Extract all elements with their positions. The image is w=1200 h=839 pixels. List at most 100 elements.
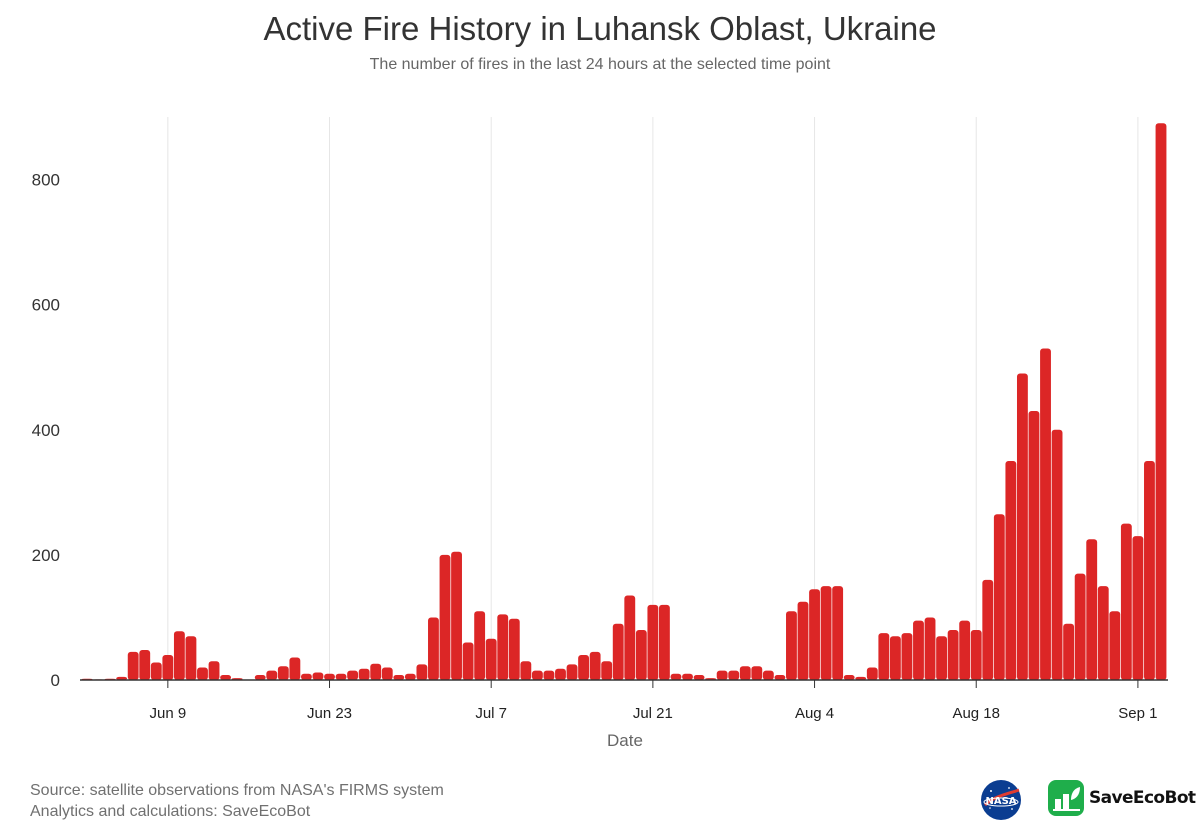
fire-bar bbox=[381, 667, 393, 680]
fire-bar bbox=[1132, 536, 1144, 680]
fire-bar bbox=[531, 670, 543, 680]
fire-bar bbox=[173, 631, 185, 680]
fire-bar bbox=[866, 667, 878, 680]
y-tick-label: 600 bbox=[32, 296, 60, 315]
fire-bar bbox=[1097, 586, 1109, 680]
fire-bar bbox=[312, 672, 324, 680]
fire-bar bbox=[635, 629, 647, 680]
fire-bar bbox=[693, 674, 705, 680]
fire-bar bbox=[277, 666, 289, 680]
nasa-logo-text: NASA bbox=[985, 796, 1016, 807]
chart-subtitle: The number of fires in the last 24 hours… bbox=[369, 56, 831, 73]
x-axis-title: Date bbox=[607, 731, 643, 750]
fire-bar bbox=[358, 668, 370, 680]
fire-bar bbox=[555, 668, 566, 680]
source-line: Source: satellite observations from NASA… bbox=[30, 782, 444, 799]
y-tick-label: 800 bbox=[32, 171, 60, 190]
fire-bar bbox=[1016, 373, 1028, 680]
fire-bar bbox=[624, 595, 636, 680]
fire-bar bbox=[809, 589, 820, 680]
saveecobot-name: SaveEcoBot bbox=[1089, 788, 1196, 808]
bar-layer bbox=[81, 123, 1167, 681]
fire-bar bbox=[936, 636, 948, 680]
source-note: Source: satellite observations from NASA… bbox=[30, 780, 444, 822]
fire-bar bbox=[1155, 123, 1167, 680]
fire-bar bbox=[1063, 623, 1075, 680]
nasa-logo-icon: NASA bbox=[981, 780, 1021, 820]
fire-bar bbox=[889, 636, 901, 680]
fire-bar bbox=[589, 651, 601, 680]
fire-bar bbox=[139, 649, 151, 680]
fire-bar bbox=[1120, 523, 1132, 680]
fire-bar bbox=[497, 614, 509, 680]
fire-bar bbox=[220, 674, 232, 680]
x-tick-label: Sep 1 bbox=[1118, 705, 1157, 722]
fire-bar bbox=[428, 617, 439, 680]
fire-bar bbox=[370, 663, 382, 680]
fire-bar bbox=[1109, 611, 1121, 680]
fire-bar bbox=[751, 666, 763, 680]
fire-bar bbox=[843, 674, 855, 680]
fire-bar bbox=[658, 604, 670, 680]
axis-layer: Jun 9 Jun 23 Jul 7 Jul 21 Aug 4 Aug 18 Sep 1 0 2… bbox=[32, 171, 1168, 750]
y-tick-label: 400 bbox=[32, 421, 60, 440]
fire-bar bbox=[393, 674, 405, 680]
fire-bar bbox=[1144, 461, 1155, 680]
fire-bar bbox=[335, 673, 347, 680]
fire-bar bbox=[116, 676, 128, 680]
fire-bar bbox=[543, 670, 555, 680]
fire-bar bbox=[786, 611, 797, 680]
fire-bar bbox=[347, 670, 359, 680]
fire-bar bbox=[162, 654, 174, 680]
fire-bar bbox=[670, 673, 682, 680]
fire-bar bbox=[1040, 348, 1051, 680]
fire-bar bbox=[197, 667, 208, 680]
x-tick-label: Jun 9 bbox=[149, 705, 186, 722]
fire-bar bbox=[289, 657, 301, 680]
fire-bar bbox=[300, 673, 312, 680]
fire-bar bbox=[254, 674, 266, 680]
fire-bar bbox=[739, 666, 751, 680]
fire-bar bbox=[947, 629, 959, 680]
fire-bar bbox=[150, 662, 162, 680]
fire-bar bbox=[1086, 539, 1098, 680]
fire-bar bbox=[959, 620, 971, 680]
fire-bar bbox=[1005, 461, 1017, 680]
fire-bar bbox=[762, 670, 774, 680]
fire-bar bbox=[797, 601, 809, 680]
fire-bar bbox=[208, 661, 220, 680]
fire-bar bbox=[924, 617, 936, 680]
x-tick-label: Jun 23 bbox=[307, 705, 352, 722]
fire-bar bbox=[970, 629, 982, 680]
fire-bar bbox=[820, 586, 832, 680]
y-tick-label: 200 bbox=[32, 546, 60, 565]
fire-bar bbox=[878, 633, 890, 680]
fire-bar bbox=[451, 551, 462, 680]
fire-bar bbox=[601, 661, 613, 680]
saveecobot-logo: SaveEcoBot bbox=[1048, 780, 1196, 816]
fire-bar bbox=[1074, 573, 1086, 680]
fire-bar bbox=[474, 611, 486, 680]
fire-bar bbox=[485, 638, 497, 680]
fire-bar bbox=[566, 664, 578, 680]
fire-bar bbox=[1028, 411, 1040, 680]
fire-bar bbox=[266, 670, 278, 680]
fire-bar bbox=[324, 673, 335, 680]
analytics-line: Analytics and calculations: SaveEcoBot bbox=[30, 803, 311, 820]
fire-bar bbox=[774, 674, 786, 680]
fire-bar bbox=[127, 651, 139, 680]
x-tick-label: Jul 21 bbox=[633, 705, 673, 722]
fire-bar bbox=[612, 623, 624, 680]
fire-bar bbox=[462, 642, 474, 680]
fire-bar bbox=[832, 586, 844, 680]
fire-bar bbox=[855, 676, 867, 680]
fire-bar bbox=[416, 664, 428, 680]
fire-bar bbox=[578, 654, 590, 680]
fire-bar bbox=[982, 579, 994, 680]
fire-bar bbox=[185, 636, 197, 680]
fire-bar bbox=[682, 673, 693, 680]
x-tick-label: Aug 4 bbox=[795, 705, 834, 722]
grid-layer bbox=[167, 117, 1139, 680]
fire-bar bbox=[913, 620, 924, 680]
